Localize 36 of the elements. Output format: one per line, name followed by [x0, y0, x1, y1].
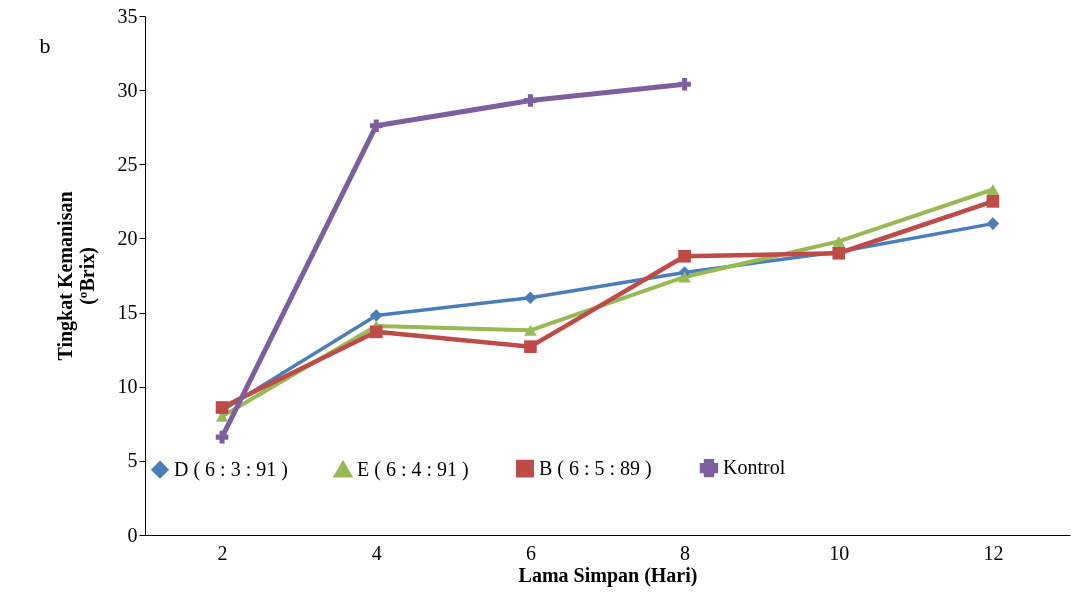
x-tick-label: 4: [371, 541, 382, 564]
point: [524, 94, 537, 107]
x-tick-label: 10: [829, 541, 850, 564]
point: [524, 340, 537, 353]
y-tick-label: 5: [127, 449, 138, 472]
x-tick-label: 12: [983, 541, 1004, 564]
x-tick-label: 2: [217, 541, 228, 564]
point: [678, 77, 691, 91]
x-tick-label: 6: [525, 541, 536, 564]
text: b: [39, 33, 51, 58]
x-axis-title: Lama Simpan (Hari): [518, 563, 698, 587]
legend-label: D ( 6 : 3 : 91 ): [174, 457, 288, 481]
point: [986, 184, 1000, 195]
x-tick-label: 8: [680, 541, 691, 564]
y-tick-label: 20: [117, 226, 138, 249]
point: [678, 249, 691, 263]
y-tick-label: 0: [127, 523, 138, 546]
point: [524, 291, 537, 305]
point: [369, 325, 383, 339]
y-tick-label: 25: [117, 152, 138, 175]
y-tick-label: 35: [117, 4, 138, 27]
point: [986, 195, 1000, 208]
y-tick-label: 15: [117, 301, 138, 324]
point: [678, 271, 691, 283]
point: [524, 324, 537, 336]
legend-label: B ( 6 : 5 : 89 ): [539, 456, 652, 480]
legend-label: Kontrol: [723, 456, 786, 479]
point: [369, 309, 383, 322]
point: [369, 119, 383, 133]
point: [832, 235, 846, 247]
y-axis-title: Tingkat Kemanisan (ºBrix): [53, 191, 99, 361]
y-tick-label: 10: [117, 375, 138, 398]
point: [215, 430, 229, 444]
y-tick-label: 30: [117, 78, 138, 101]
legend-label: E ( 6 : 4 : 91 ): [357, 457, 469, 481]
point: [986, 217, 1000, 230]
